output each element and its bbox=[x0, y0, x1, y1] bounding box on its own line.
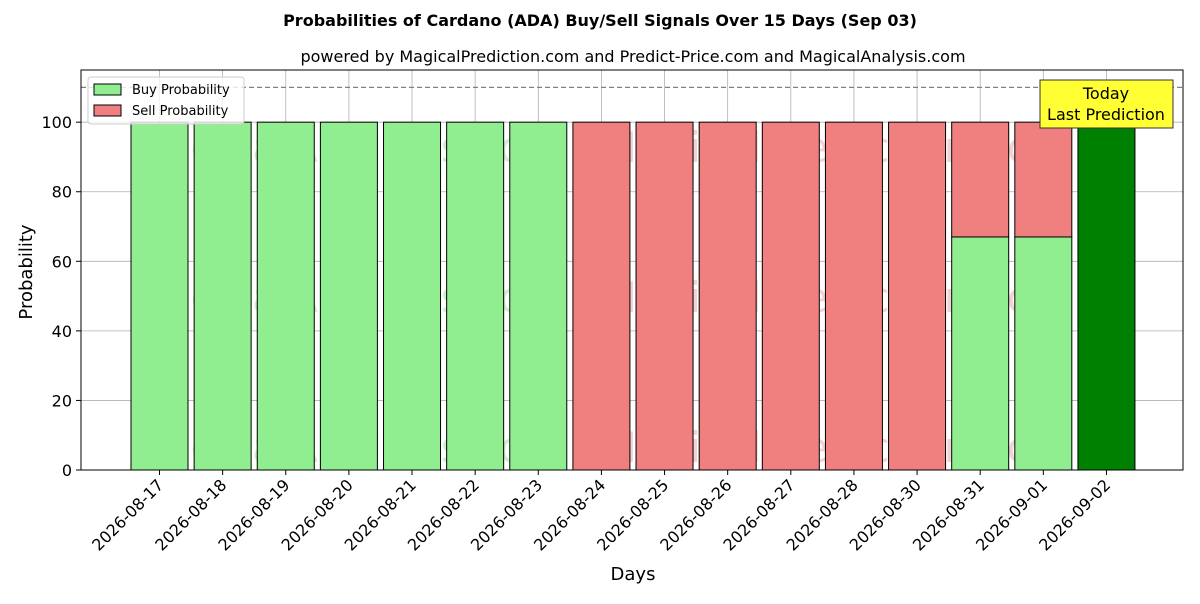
bar-buy bbox=[383, 121, 442, 471]
plot-frame bbox=[80, 69, 1184, 471]
bar-sell bbox=[824, 121, 883, 471]
bar-sell bbox=[888, 121, 947, 471]
y-axis-label: Probability bbox=[16, 224, 37, 319]
bar-buy bbox=[509, 121, 568, 471]
bar-buy bbox=[1077, 121, 1136, 471]
bar-sell bbox=[1014, 121, 1073, 238]
legend-label-buy: Buy Probability bbox=[132, 83, 230, 98]
bar-sell bbox=[572, 121, 631, 471]
bar-buy bbox=[951, 236, 1010, 471]
y-axis: 0 20 40 60 80 100 bbox=[41, 113, 81, 480]
y-tick-label: 20 bbox=[52, 391, 72, 410]
bar-buy bbox=[319, 121, 378, 471]
bar-buy bbox=[256, 121, 315, 471]
chart-title: Probabilities of Cardano (ADA) Buy/Sell … bbox=[283, 11, 917, 30]
bar-buy bbox=[446, 121, 505, 471]
legend-box bbox=[87, 76, 245, 125]
bar-sell bbox=[761, 121, 820, 471]
y-tick-label: 100 bbox=[41, 113, 72, 132]
bars bbox=[130, 121, 1136, 471]
legend: Buy Probability Sell Probability bbox=[87, 76, 245, 125]
annotation-box bbox=[1039, 79, 1174, 129]
legend-swatch-buy bbox=[93, 83, 122, 96]
y-tick-label: 40 bbox=[52, 322, 72, 341]
bar-buy bbox=[193, 121, 252, 471]
chart-subtitle: powered by MagicalPrediction.com and Pre… bbox=[300, 47, 965, 66]
today-annotation: Today Last Prediction bbox=[1039, 79, 1174, 129]
annotation-line-2: Last Prediction bbox=[1047, 105, 1165, 124]
y-tick-label: 0 bbox=[62, 461, 72, 480]
annotation-line-1: Today bbox=[1082, 84, 1129, 103]
x-axis: 2026-08-172026-08-182026-08-192026-08-20… bbox=[88, 470, 1114, 555]
bar-sell bbox=[635, 121, 694, 471]
bar-sell bbox=[951, 121, 1010, 238]
bar-sell bbox=[698, 121, 757, 471]
bar-buy bbox=[130, 121, 189, 471]
y-tick-label: 60 bbox=[52, 252, 72, 271]
legend-swatch-sell bbox=[93, 104, 122, 117]
legend-label-sell: Sell Probability bbox=[132, 104, 229, 119]
y-tick-label: 80 bbox=[52, 183, 72, 202]
bar-buy bbox=[1014, 236, 1073, 471]
x-axis-label: Days bbox=[611, 564, 656, 585]
